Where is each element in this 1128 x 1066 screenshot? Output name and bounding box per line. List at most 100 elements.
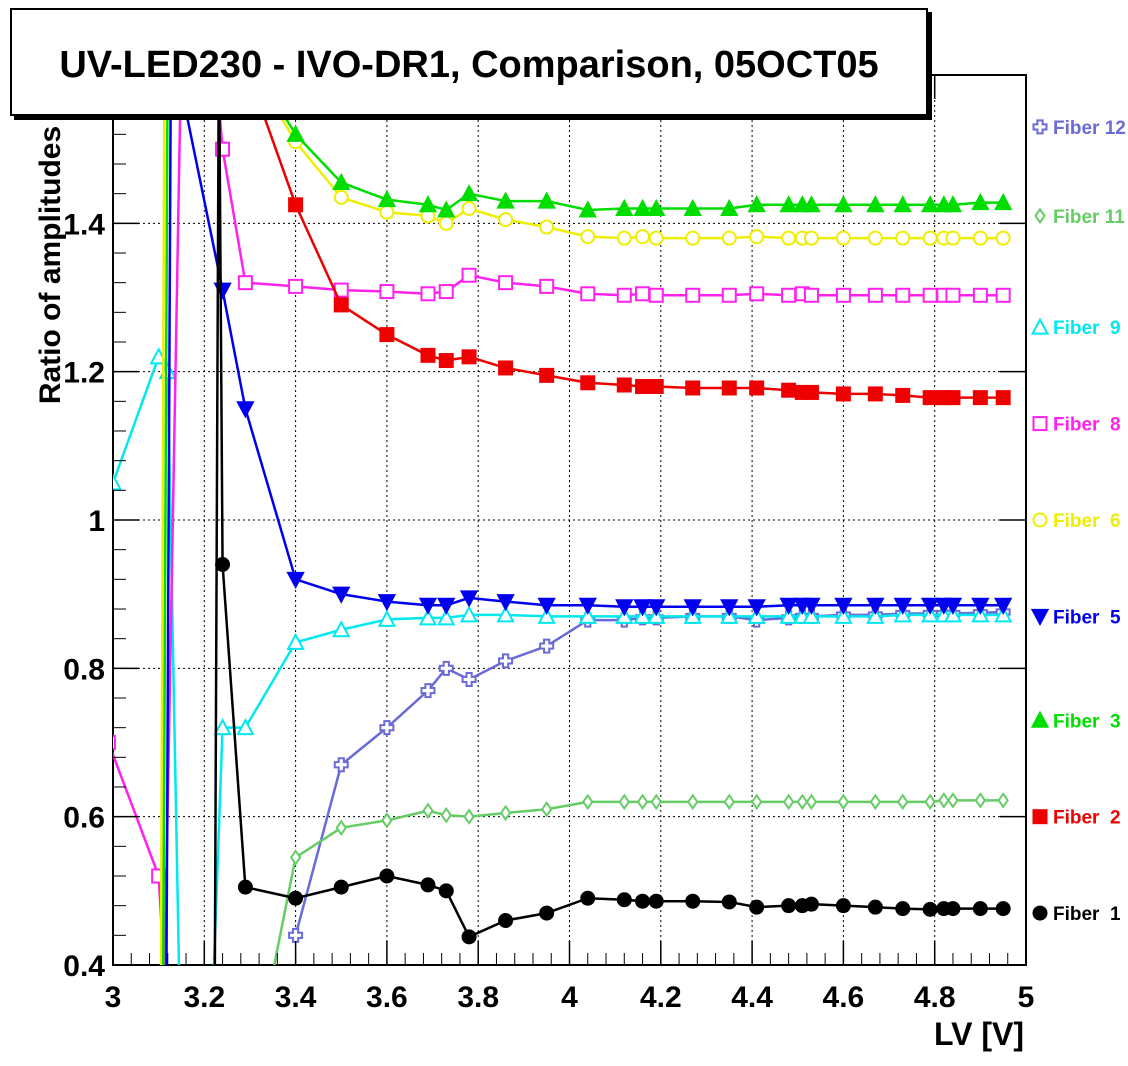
data-point xyxy=(945,901,961,917)
data-point xyxy=(496,191,515,209)
data-point xyxy=(721,230,737,246)
legend-label: Fiber 2 xyxy=(1053,808,1121,829)
legend-label: Fiber 5 xyxy=(1053,607,1121,628)
data-point xyxy=(685,230,701,246)
data-point xyxy=(837,793,850,811)
data-point xyxy=(945,230,961,246)
chart-title: UV-LED230 - IVO-DR1, Comparison, 05OCT05 xyxy=(59,44,879,86)
data-point xyxy=(835,898,851,914)
data-point xyxy=(720,599,739,617)
x-tick-label: 4.8 xyxy=(914,981,956,1014)
data-point xyxy=(779,195,798,213)
data-point xyxy=(721,287,737,303)
data-point xyxy=(803,384,819,400)
data-point xyxy=(893,597,912,615)
data-point xyxy=(332,172,351,191)
data-point xyxy=(496,594,515,612)
data-point xyxy=(422,802,434,819)
data-point xyxy=(995,901,1011,917)
data-point xyxy=(685,380,701,396)
data-point xyxy=(438,284,454,300)
data-point xyxy=(580,890,596,906)
data-point xyxy=(867,386,883,402)
data-point xyxy=(539,905,555,921)
data-point xyxy=(866,606,885,624)
data-point xyxy=(377,609,397,627)
data-point xyxy=(938,792,950,809)
data-point xyxy=(332,620,351,638)
data-point xyxy=(723,793,735,811)
data-point xyxy=(286,632,305,650)
data-point xyxy=(648,893,664,909)
x-tick-label: 3.4 xyxy=(275,981,317,1014)
data-point xyxy=(237,275,253,291)
series-3 xyxy=(113,75,1011,965)
data-point xyxy=(867,899,883,915)
legend-marker xyxy=(1032,119,1048,135)
legend-label: Fiber 11 xyxy=(1053,207,1125,228)
data-point xyxy=(721,380,737,396)
data-point xyxy=(498,913,514,928)
series-7 xyxy=(248,75,1011,406)
data-point xyxy=(288,197,304,213)
grid xyxy=(113,75,1026,965)
data-point xyxy=(995,230,1011,246)
legend-label: Fiber 12 xyxy=(1053,118,1126,139)
series-5 xyxy=(165,75,1013,965)
data-point xyxy=(438,353,454,369)
data-point xyxy=(802,606,821,624)
y-tick-label: 1.4 xyxy=(63,208,105,241)
data-point xyxy=(459,184,479,202)
legend-marker xyxy=(1034,207,1046,225)
data-point xyxy=(779,597,798,615)
data-point xyxy=(379,868,395,884)
data-point xyxy=(578,597,597,615)
data-point xyxy=(920,597,940,615)
legend-label: Fiber 9 xyxy=(1053,318,1121,339)
data-point xyxy=(580,286,596,302)
data-point xyxy=(335,819,347,837)
data-point xyxy=(805,793,818,811)
data-point xyxy=(459,605,479,623)
data-point xyxy=(438,883,454,899)
data-point xyxy=(924,793,936,811)
y-tick-label: 0.6 xyxy=(63,802,105,835)
legend-label: Fiber 6 xyxy=(1053,511,1121,532)
x-tick-label: 3.8 xyxy=(457,981,499,1014)
data-point xyxy=(647,198,666,216)
x-axis-label: LV [V] xyxy=(934,1016,1024,1052)
data-point xyxy=(943,597,963,615)
data-point xyxy=(635,379,651,394)
data-point xyxy=(539,219,555,235)
data-point xyxy=(922,287,938,303)
data-point xyxy=(834,195,853,213)
data-point xyxy=(113,735,116,750)
data-point xyxy=(802,597,821,615)
data-point xyxy=(537,597,556,615)
data-point xyxy=(647,599,666,617)
data-point xyxy=(616,892,632,908)
title-box: UV-LED230 - IVO-DR1, Comparison, 05OCT05 xyxy=(10,8,928,116)
y-tick-label: 1.2 xyxy=(63,357,105,390)
data-point xyxy=(747,599,766,617)
data-point xyxy=(922,390,938,406)
data-point xyxy=(866,195,885,213)
data-point xyxy=(618,793,630,811)
y-tick-label: 1 xyxy=(88,505,105,538)
data-point xyxy=(580,229,596,245)
data-point xyxy=(437,597,456,615)
data-point xyxy=(113,473,123,491)
data-point xyxy=(796,793,809,811)
data-point xyxy=(381,812,393,829)
data-point xyxy=(539,367,555,383)
data-point xyxy=(750,793,763,811)
x-tick-label: 4 xyxy=(561,981,578,1014)
data-point xyxy=(288,890,304,906)
data-point xyxy=(333,297,349,313)
data-point xyxy=(971,597,990,615)
data-point xyxy=(781,898,797,914)
data-point xyxy=(461,671,477,687)
x-tick-label: 3.6 xyxy=(366,981,408,1014)
data-point xyxy=(463,808,475,825)
data-point xyxy=(635,229,651,245)
